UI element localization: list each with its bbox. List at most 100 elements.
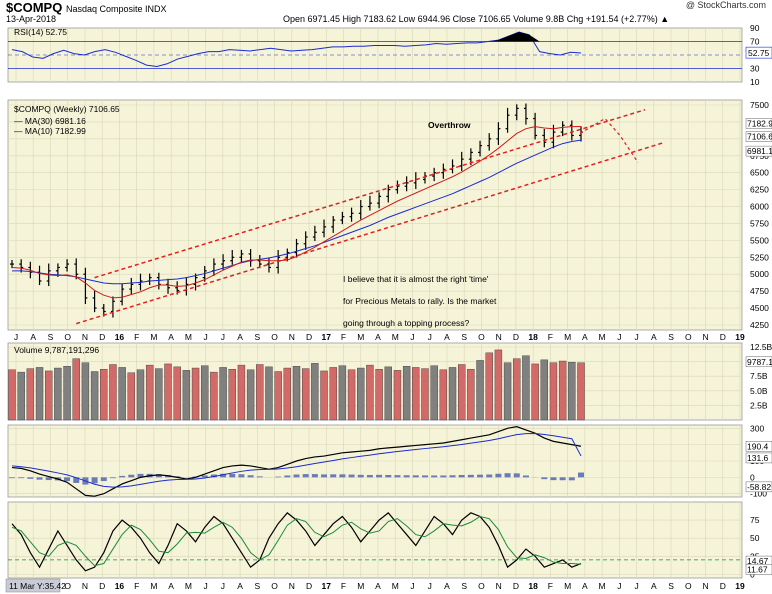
bottom-tab-label[interactable]: 11 Mar Y:35.42 (9, 581, 66, 591)
macd-histogram-bar (578, 472, 584, 478)
macd-signal-line (11, 433, 582, 488)
macd-histogram-bar (431, 475, 438, 478)
x-tick-label: D (513, 332, 519, 342)
x-tick-label: M (599, 332, 606, 342)
rsi-y-tick: 10 (750, 77, 760, 87)
macd-histogram-bar (137, 473, 144, 478)
x-tick-label-bottom: M (599, 581, 606, 591)
macd-histogram-bar (477, 474, 484, 478)
macd-histogram-bar (366, 474, 373, 478)
x-tick-label: 19 (735, 332, 745, 342)
price-y-tick: 4500 (750, 303, 769, 313)
volume-bar (237, 364, 246, 421)
macd-last-label-box (745, 452, 772, 464)
x-tick-label-bottom: D (720, 581, 726, 591)
price-last-label-box (745, 145, 772, 157)
vol-y-tick: 12.5B (750, 342, 772, 352)
price-last-label: 6981.16 (747, 146, 772, 156)
panel-vol (7, 342, 743, 421)
volume-bar (127, 372, 136, 421)
ma10-line (11, 125, 582, 299)
stochastic-d-line (11, 515, 582, 567)
x-tick-label: J (221, 332, 225, 342)
volume-bar (8, 369, 16, 421)
volume-bar (457, 364, 466, 421)
volume-bar (329, 367, 337, 421)
macd-y-tick: -100 (750, 489, 767, 499)
x-tick-label-bottom: A (237, 581, 243, 591)
x-tick-label: J (203, 332, 207, 342)
macd-histogram-bar (394, 475, 401, 478)
price-y-tick: 6500 (750, 168, 769, 178)
macd-histogram-bar (339, 474, 346, 478)
volume-bar (357, 367, 365, 421)
x-tick-label: F (548, 332, 553, 342)
price-y-tick: 4250 (750, 320, 769, 330)
macd-histogram-bar (155, 474, 162, 478)
macd-histogram-bar (302, 474, 309, 478)
x-tick-label-bottom: O (685, 581, 692, 591)
macd-last-label-box (745, 441, 772, 452)
x-tick-label: N (702, 332, 708, 342)
rsi-y-tick: 90 (750, 23, 760, 33)
volume-bar (145, 364, 154, 421)
macd-histogram-bar (247, 475, 254, 478)
volume-bar (485, 352, 493, 421)
macd-histogram-bar (238, 474, 245, 478)
volume-bar (90, 371, 99, 421)
comment-annotation-line: for Precious Metals to rally. Is the mar… (343, 296, 497, 306)
x-tick-label-bottom: S (254, 581, 260, 591)
x-tick-label-bottom: M (357, 581, 364, 591)
macd-histogram-bar (210, 474, 217, 478)
x-tick-label: M (564, 332, 571, 342)
volume-bar (109, 364, 117, 421)
macd-histogram-bar (504, 473, 511, 478)
macd-histogram-bar (321, 474, 328, 478)
x-tick-label-bottom: M (185, 581, 192, 591)
macd-histogram-bar (18, 477, 25, 479)
macd-histogram-bar (550, 477, 557, 481)
volume-bar (347, 369, 356, 421)
x-tick-label: N (82, 332, 88, 342)
x-tick-label: A (237, 332, 243, 342)
x-tick-label: A (582, 332, 588, 342)
macd-last-label: 190.4 (747, 441, 769, 451)
macd-histogram-bar (100, 477, 107, 482)
brand-label[interactable]: @ StockCharts.com (685, 0, 766, 10)
vol-y-tick: 7.5B (750, 371, 768, 381)
x-tick-label: F (134, 332, 139, 342)
x-tick-label-bottom: A (375, 581, 381, 591)
volume-bar (522, 355, 530, 421)
volume-bar (430, 365, 438, 421)
volume-bar (283, 367, 292, 421)
x-tick-label-bottom: N (496, 581, 502, 591)
comment-annotation-line: I believe that it is almost the right 't… (343, 274, 489, 284)
macd-histogram-bar (45, 477, 52, 481)
x-tick-label-bottom: J (634, 581, 638, 591)
volume-bar (219, 367, 227, 421)
x-tick-label-bottom: D (306, 581, 312, 591)
macd-histogram-bar (284, 475, 291, 478)
x-tick-label: A (375, 332, 381, 342)
volume-bar (210, 371, 218, 421)
volume-bar (26, 368, 35, 421)
x-tick-label-bottom: A (168, 581, 174, 591)
symbol: $COMPQ (6, 0, 63, 15)
volume-title: Volume 9,787,191,296 (14, 345, 99, 355)
x-tick-label: J (634, 332, 638, 342)
volume-bar (577, 362, 585, 421)
macd-histogram-bar (412, 475, 419, 478)
legend-ma30: — MA(30) 6981.16 (14, 116, 86, 126)
volume-bar (256, 364, 264, 421)
volume-bar (476, 360, 484, 421)
x-tick-label: M (185, 332, 192, 342)
vol-y-tick: 5.0B (750, 386, 768, 396)
volume-bar (549, 362, 558, 421)
volume-bar (301, 368, 310, 421)
volume-bar (494, 349, 503, 421)
volume-bar (274, 371, 282, 421)
volume-bar (201, 365, 209, 421)
volume-bar (246, 369, 255, 421)
x-tick-label-bottom: 18 (528, 581, 538, 591)
